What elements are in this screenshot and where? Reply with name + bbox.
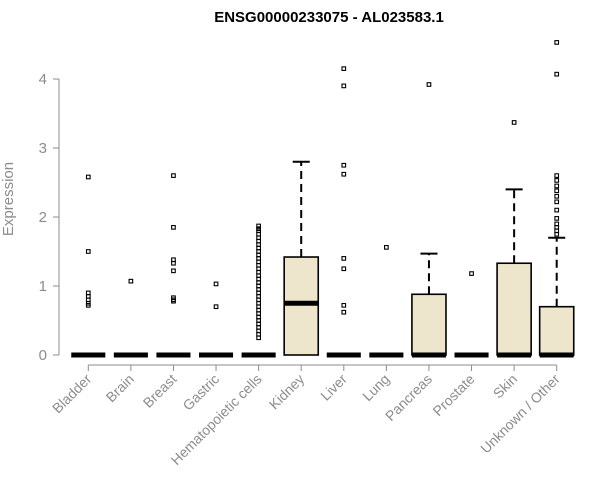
box-body xyxy=(538,305,575,356)
outlier-point xyxy=(341,83,347,89)
outlier-point xyxy=(85,302,91,308)
y-tick-label: 2 xyxy=(39,209,47,226)
outlier-point xyxy=(384,245,389,250)
y-tick-label: 3 xyxy=(39,140,47,157)
outlier-point xyxy=(213,304,219,310)
outlier-point xyxy=(554,188,560,194)
box-body xyxy=(496,262,532,356)
outlier-point xyxy=(554,178,560,183)
outlier-point xyxy=(341,256,347,261)
outlier-point xyxy=(128,278,134,284)
outlier-point xyxy=(554,199,560,205)
box-liver xyxy=(326,66,361,358)
x-tick-label: Breast xyxy=(140,371,180,411)
outlier-point xyxy=(554,183,560,189)
x-tick-label: Unknown / Other xyxy=(477,371,563,457)
outlier-point xyxy=(341,309,347,315)
y-tick-label: 0 xyxy=(39,347,47,364)
x-tick-label: Skin xyxy=(490,371,521,402)
y-axis-label: Expression xyxy=(0,162,17,236)
chart-title: ENSG00000233075 - AL023583.1 xyxy=(214,9,444,26)
x-tick-label: Kidney xyxy=(266,371,308,413)
x-tick-label: Gastric xyxy=(179,371,222,414)
outlier-point xyxy=(554,231,560,237)
outlier-point xyxy=(341,302,347,308)
x-tick-label: Liver xyxy=(317,371,350,404)
box-body xyxy=(283,256,320,356)
outlier-point xyxy=(171,225,176,230)
y-tick-label: 4 xyxy=(39,71,47,88)
outlier-point xyxy=(554,216,560,221)
box-lung xyxy=(369,245,404,358)
outlier-point xyxy=(341,171,347,177)
box-gastric xyxy=(199,281,234,358)
box-hematopoietic-cells xyxy=(241,223,276,358)
box-prostate xyxy=(454,271,489,358)
outlier-point xyxy=(171,260,176,266)
box-breast xyxy=(156,173,191,358)
outlier-point xyxy=(171,298,176,304)
outlier-point xyxy=(85,249,91,254)
box-skin xyxy=(496,120,532,358)
x-tick-label: Bladder xyxy=(49,371,95,417)
box-bladder xyxy=(71,174,106,358)
outlier-point xyxy=(256,335,261,341)
outlier-point xyxy=(341,66,347,71)
outlier-point xyxy=(85,174,91,180)
outlier-point xyxy=(171,173,176,178)
outlier-point xyxy=(341,266,347,272)
x-tick-label: Brain xyxy=(103,371,137,405)
outlier-point xyxy=(341,162,347,168)
y-axis: 0 1 2 3 4 xyxy=(39,71,60,364)
outlier-point xyxy=(554,40,560,45)
outlier-point xyxy=(256,223,261,229)
box-brain xyxy=(113,278,148,358)
outlier-point xyxy=(554,173,560,178)
outlier-point xyxy=(171,268,176,274)
box-kidney xyxy=(283,160,320,356)
x-tick-label: Lung xyxy=(359,371,392,404)
outlier-point xyxy=(554,207,560,213)
x-tick-label: Pancreas xyxy=(382,371,435,424)
x-tick-label: Prostate xyxy=(429,371,477,419)
box-series xyxy=(71,40,575,358)
y-tick-label: 1 xyxy=(39,278,47,295)
outlier-point xyxy=(554,71,560,77)
outlier-point xyxy=(426,82,432,87)
box-body xyxy=(411,293,447,356)
box-unknown-other xyxy=(538,40,575,358)
outlier-point xyxy=(469,271,474,276)
outlier-point xyxy=(213,281,219,287)
outlier-point xyxy=(554,193,560,199)
outlier-point xyxy=(511,120,517,125)
box-pancreas xyxy=(411,82,447,358)
